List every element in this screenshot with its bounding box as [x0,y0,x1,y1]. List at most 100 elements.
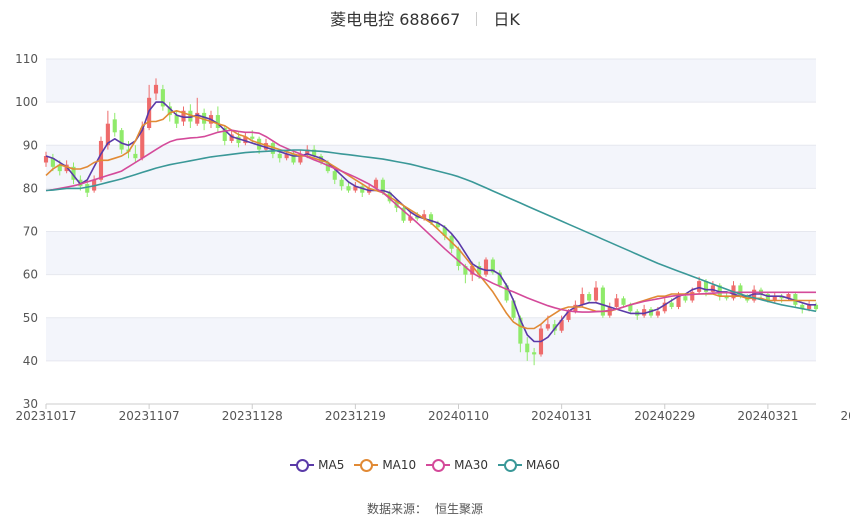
candle-body [490,259,495,273]
candle-body [772,296,777,301]
candle [243,132,248,146]
legend-item-ma60[interactable]: MA60 [498,458,560,472]
candle-body [188,110,193,122]
candle [793,291,798,307]
ma30-line [45,129,816,313]
candle [346,181,351,193]
candle-body [312,149,317,157]
candle-body [738,285,743,297]
candle-body [655,311,660,316]
y-tick-label: 90 [23,138,38,152]
x-tick-label: 20231017 [15,409,76,423]
candle-body [483,259,489,275]
candle-body [628,304,633,312]
candle-body [428,214,434,223]
legend-marker-icon [426,459,451,472]
x-tick-label: 20231219 [325,409,386,423]
candle [153,78,159,100]
candle-body [463,266,468,275]
candle [497,270,502,288]
candle [339,177,344,191]
candle-body [140,128,145,159]
candle-body [298,153,303,163]
y-tick-label: 100 [15,95,38,109]
x-tick-label: 20240110 [428,409,489,423]
candle-body [779,296,784,299]
candle-body [690,291,695,301]
candle-body [250,136,255,139]
y-tick-label: 110 [15,52,38,66]
candle-body [360,186,365,193]
legend-item-ma5[interactable]: MA5 [290,458,344,472]
chart-title: 菱电电控 688667 日K [0,6,850,30]
candle-body [580,294,585,305]
candle [360,184,365,197]
x-tick-label: 20240321 [737,409,798,423]
candle-body [195,112,200,124]
candle-body [284,153,289,159]
candle-body [587,294,592,301]
candle [215,106,220,133]
legend-marker-icon [498,459,523,472]
legend-label: MA30 [454,458,489,472]
candle-body [105,123,110,146]
candle-body [160,89,165,107]
legend-item-ma30[interactable]: MA30 [426,458,488,472]
x-axis: 20231017 20231107 20231128 20231219 20240110… [15,403,850,423]
legend-marker-icon [290,459,315,472]
x-tick-label: 20240131 [531,409,592,423]
candle-body [697,281,702,292]
period-label[interactable]: 日K [493,10,520,29]
candle-body [373,179,379,189]
candle-body [724,296,729,299]
candle [587,291,592,303]
candle-body [270,143,275,154]
candle-body [662,302,667,312]
candle-body [765,294,770,301]
candle-body [593,287,599,301]
candle-body [50,158,55,167]
candle-body [215,115,220,128]
candle-body [442,227,447,236]
candle [779,294,784,303]
candle-body [243,136,248,144]
legend-item-ma10[interactable]: MA10 [354,458,416,472]
stock-name: 菱电电控 688667 [330,10,461,29]
candle [353,181,358,193]
grid-bands [46,59,816,361]
legend: MA5 MA10 MA30 MA60 [0,458,850,472]
candle [614,294,619,310]
data-source: 数据来源： 恒生聚源 [0,500,850,517]
legend-label: MA5 [318,458,345,472]
candle-body [346,186,351,191]
candle [593,281,599,303]
candle-body [119,130,124,150]
candle-body [325,162,330,172]
candle-body [676,296,681,307]
candle-body [566,311,571,320]
candle-body [511,300,516,318]
candle-body [332,171,337,180]
candle [483,257,489,277]
candle [490,257,495,275]
candle [174,110,179,128]
x-tick-label: 20240412 [840,409,850,423]
candle-body [422,214,427,219]
candle-body [291,153,296,163]
candle-body [497,272,502,286]
candle [188,104,193,128]
candle-body [305,149,310,154]
candle [559,315,564,333]
candle [532,347,537,366]
candle-body [573,304,578,312]
candle-body [153,84,159,94]
y-tick-label: 80 [23,181,38,195]
y-axis: 30 40 50 60 70 80 90 100 110 [15,52,38,411]
candle [401,205,406,223]
ma5-line [45,101,816,343]
candle-body [793,294,798,305]
candle [160,84,165,111]
candle [43,151,49,167]
candle [112,112,117,137]
